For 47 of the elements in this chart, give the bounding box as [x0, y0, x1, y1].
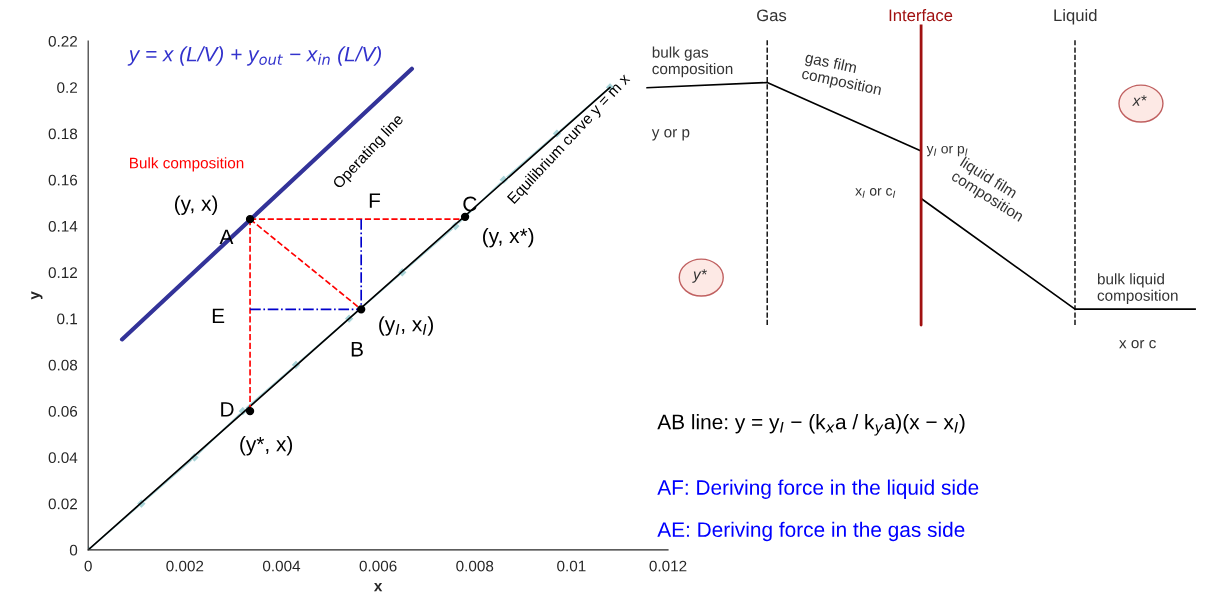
annotation: y = x (L/V) + y$_{out}$ − x$_{in}$ (L/V)	[127, 46, 382, 66]
y-tick-label: 0.12	[48, 267, 77, 279]
annotation: (y*, x)	[240, 436, 293, 456]
x-tick-label: 0	[84, 560, 92, 572]
annotation: bulk gas composition	[652, 46, 733, 78]
text: x$_{I}$ or c$_{I}$	[855, 188, 896, 198]
text: Interface	[889, 9, 953, 22]
y-tick-label: 0.06	[48, 405, 78, 417]
text: x*	[1132, 95, 1147, 106]
text: Liquid	[1054, 8, 1097, 25]
text: y$_{I}$ or p$_{I}$	[926, 145, 968, 157]
annotation: B	[351, 342, 363, 357]
x-tick-label: 0.002	[166, 560, 204, 572]
y-tick-label: 0.04	[48, 452, 78, 464]
text: AB line: y = y$_{I}$ − (k$_{x}$a / k$_{y}$a)(x − x$_{I}$)	[657, 414, 965, 436]
y-tick-label: 0.18	[48, 128, 78, 140]
x-tick-label: 0.01	[557, 560, 586, 572]
y-tick-label: 0.1	[57, 313, 78, 325]
x-tick-label: 0.008	[456, 560, 494, 572]
annotation: E	[212, 308, 225, 324]
annotation: AF: Deriving force in the liquid side	[657, 479, 979, 499]
text: Gas	[757, 9, 787, 22]
annotation: (y, x*)	[483, 227, 534, 248]
annotation: (y$_{I}$, x$_{I}$)	[379, 316, 433, 336]
annotation: y or p	[651, 129, 690, 141]
text: y*	[692, 269, 707, 283]
annotation: F	[369, 193, 381, 208]
annotation: (y, x)	[174, 195, 218, 215]
annotation: D	[221, 402, 234, 417]
y-tick-label: 0.2	[57, 82, 77, 94]
y-tick-label: 0.02	[48, 498, 77, 510]
text: bulk liquid composition	[1097, 273, 1178, 304]
x-tick-label: 0.006	[359, 560, 397, 572]
annotation: Bulk composition	[130, 157, 244, 172]
y-tick-label: 0.14	[48, 220, 78, 232]
annotation: A	[219, 229, 234, 244]
x-axis-title: x	[373, 583, 383, 592]
x-tick-label: 0.004	[262, 560, 301, 572]
x-tick-label: 0.012	[649, 560, 687, 572]
y-axis-title: y	[31, 291, 43, 300]
y-tick-label: 0.22	[48, 35, 77, 47]
annotation: AE: Deriving force in the gas side	[657, 521, 965, 542]
y-tick-label: 0.16	[48, 174, 78, 186]
y-tick-label: 0	[69, 544, 78, 556]
y-tick-label: 0.08	[48, 359, 78, 371]
text: x or c	[1119, 339, 1156, 349]
text: gas film composition	[800, 51, 882, 99]
